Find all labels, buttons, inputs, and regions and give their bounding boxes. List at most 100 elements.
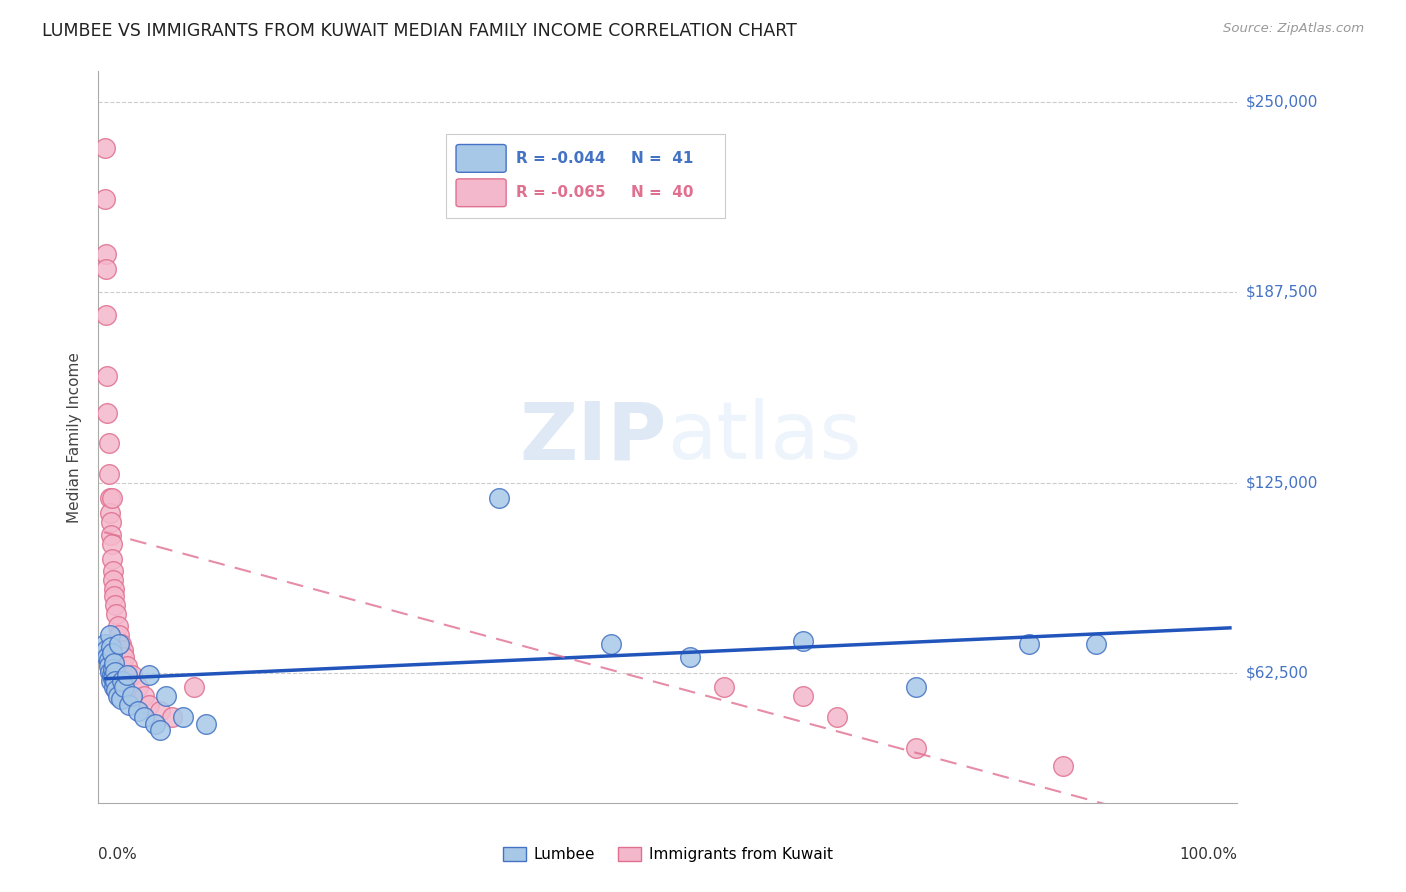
Text: ZIP: ZIP xyxy=(519,398,666,476)
Point xyxy=(101,667,124,681)
Point xyxy=(98,628,121,642)
Point xyxy=(132,710,155,724)
Point xyxy=(104,598,127,612)
Point xyxy=(138,698,160,713)
Point xyxy=(118,698,141,713)
Point xyxy=(160,710,183,724)
Point xyxy=(100,640,122,655)
Point xyxy=(100,516,122,530)
Text: R = -0.044: R = -0.044 xyxy=(516,151,606,166)
Text: $250,000: $250,000 xyxy=(1246,95,1317,110)
Point xyxy=(115,667,138,681)
Point xyxy=(792,634,814,648)
Point xyxy=(96,649,118,664)
Text: R = -0.065: R = -0.065 xyxy=(516,186,606,201)
Point xyxy=(101,552,124,566)
Point xyxy=(143,716,166,731)
Point xyxy=(107,637,129,651)
Point xyxy=(112,643,135,657)
Point xyxy=(149,705,172,719)
Text: N =  41: N = 41 xyxy=(631,151,693,166)
Point xyxy=(172,710,194,724)
Point xyxy=(103,582,125,597)
Point xyxy=(97,652,120,666)
Point xyxy=(98,665,121,679)
Point xyxy=(183,680,205,694)
Point xyxy=(488,491,510,505)
Point xyxy=(97,436,120,450)
Point xyxy=(713,680,735,694)
Point xyxy=(100,673,122,688)
Legend: Lumbee, Immigrants from Kuwait: Lumbee, Immigrants from Kuwait xyxy=(496,841,839,868)
Point xyxy=(1018,637,1040,651)
Point xyxy=(98,506,121,520)
Point xyxy=(94,192,117,206)
Point xyxy=(107,619,129,633)
Text: $187,500: $187,500 xyxy=(1246,285,1317,300)
Point xyxy=(100,527,122,541)
Text: atlas: atlas xyxy=(666,398,860,476)
Point xyxy=(96,262,118,277)
Point xyxy=(600,637,623,651)
Text: 0.0%: 0.0% xyxy=(98,847,138,862)
Point xyxy=(101,564,124,578)
Point xyxy=(792,689,814,703)
Point xyxy=(103,589,125,603)
Point xyxy=(96,406,118,420)
FancyBboxPatch shape xyxy=(456,145,506,172)
Point xyxy=(105,607,128,621)
Point xyxy=(110,692,132,706)
Point xyxy=(155,689,177,703)
Point xyxy=(94,637,117,651)
Point xyxy=(101,671,124,685)
Point xyxy=(103,680,125,694)
Point xyxy=(104,665,127,679)
Point xyxy=(679,649,702,664)
Point xyxy=(93,140,115,154)
Point xyxy=(904,680,927,694)
Point xyxy=(101,537,124,551)
Point xyxy=(1085,637,1108,651)
Point xyxy=(97,658,120,673)
Text: 100.0%: 100.0% xyxy=(1180,847,1237,862)
Point xyxy=(112,680,135,694)
Point xyxy=(105,683,128,698)
FancyBboxPatch shape xyxy=(446,134,725,218)
Point xyxy=(101,574,124,588)
Point xyxy=(132,689,155,703)
Point xyxy=(101,662,124,676)
Point xyxy=(97,467,120,481)
Point xyxy=(101,647,124,661)
Text: Source: ZipAtlas.com: Source: ZipAtlas.com xyxy=(1223,22,1364,36)
Point xyxy=(96,643,118,657)
Point xyxy=(96,369,118,384)
Point xyxy=(107,689,129,703)
Point xyxy=(194,716,217,731)
Point xyxy=(94,247,117,261)
Point xyxy=(1052,759,1074,773)
Point xyxy=(110,637,132,651)
Point xyxy=(825,710,848,724)
Point xyxy=(111,673,134,688)
Text: $62,500: $62,500 xyxy=(1246,665,1309,681)
Point xyxy=(127,705,149,719)
Text: LUMBEE VS IMMIGRANTS FROM KUWAIT MEDIAN FAMILY INCOME CORRELATION CHART: LUMBEE VS IMMIGRANTS FROM KUWAIT MEDIAN … xyxy=(42,22,797,40)
Text: $125,000: $125,000 xyxy=(1246,475,1317,491)
Point xyxy=(103,656,125,670)
Point xyxy=(115,658,138,673)
Point xyxy=(101,491,124,505)
Point xyxy=(149,723,172,737)
Point xyxy=(104,673,127,688)
Y-axis label: Median Family Income: Median Family Income xyxy=(67,351,83,523)
Point xyxy=(904,740,927,755)
Point xyxy=(138,667,160,681)
Point xyxy=(96,308,118,322)
Point xyxy=(98,491,121,505)
Point xyxy=(121,667,143,681)
FancyBboxPatch shape xyxy=(456,179,506,207)
Point xyxy=(107,628,129,642)
Point xyxy=(121,689,143,703)
Point xyxy=(112,649,135,664)
Point xyxy=(127,680,149,694)
Text: N =  40: N = 40 xyxy=(631,186,695,201)
